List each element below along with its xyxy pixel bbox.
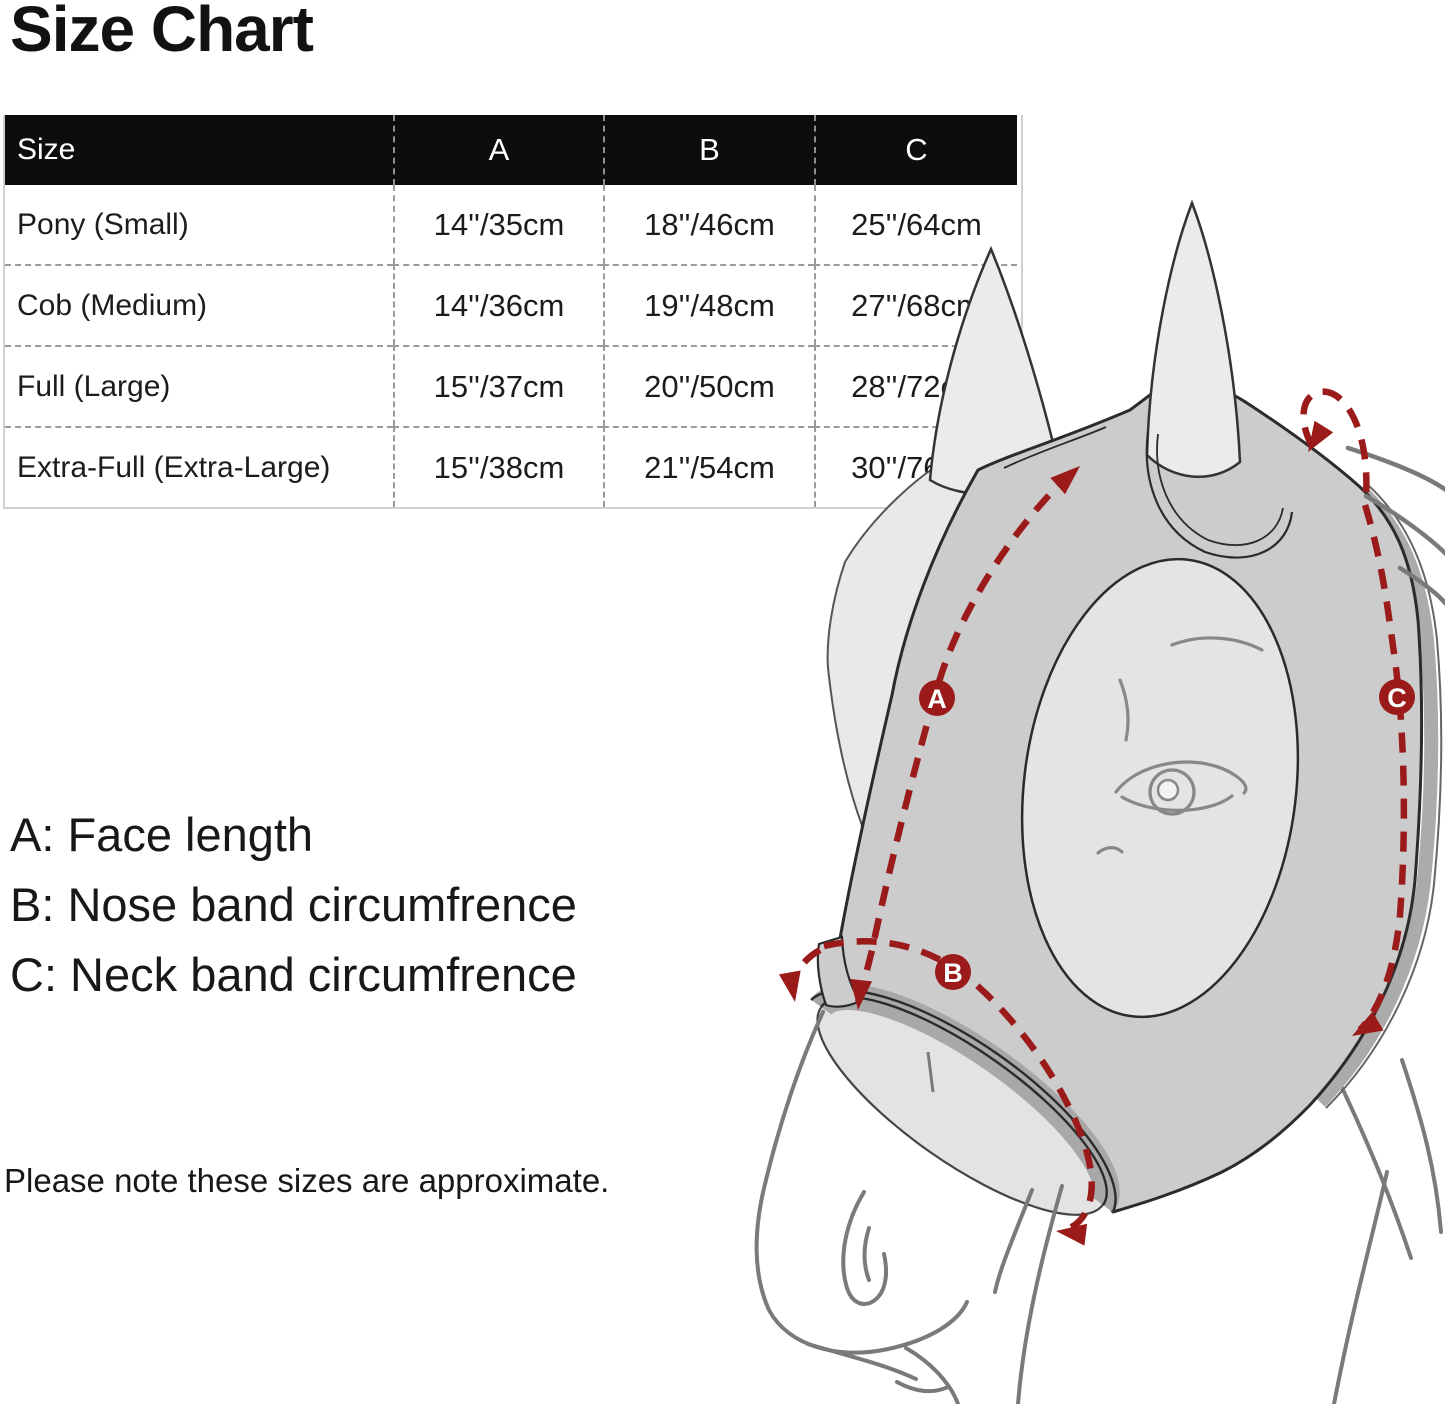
label-a: A <box>927 684 947 714</box>
table-row-size: Full (Large) <box>5 345 393 426</box>
label-c: C <box>1387 683 1407 713</box>
neck-band-trim <box>1314 486 1439 1107</box>
table-header-b: B <box>603 115 814 185</box>
fly-mask-diagram: A B C <box>740 180 1445 1404</box>
table-cell: 15''/38cm <box>393 426 603 507</box>
label-a-circle <box>919 680 955 716</box>
legend-face-length: A: Face length <box>10 808 314 861</box>
horse-eye-sketch <box>1096 636 1264 855</box>
muzzle-tick-line <box>926 1051 935 1093</box>
mask-strap-tab <box>816 935 862 1008</box>
table-cell: 20''/50cm <box>603 345 814 426</box>
measure-c-line <box>1300 388 1408 1033</box>
approximate-sizes-note: Please note these sizes are approximate. <box>4 1162 610 1199</box>
ear-hole-rim <box>1145 431 1294 559</box>
size-chart-table: Size A B C Pony (Small) 14''/35cm 18''/4… <box>3 115 1023 509</box>
table-row-size: Pony (Small) <box>5 185 393 264</box>
measurement-arrowheads <box>778 420 1384 1246</box>
table-cell: 14''/35cm <box>393 185 603 264</box>
horse-far-ear <box>1145 199 1242 479</box>
mask-piping <box>1003 426 1107 469</box>
table-header-size: Size <box>5 115 393 185</box>
measurement-legend: A: Face length B: Nose band circumfrence… <box>10 800 577 1010</box>
muzzle-sketch <box>754 1010 1064 1404</box>
measurement-labels: A B C <box>919 679 1415 990</box>
table-cell: 19''/48cm <box>603 264 814 345</box>
measure-a-line <box>854 469 1075 1003</box>
table-cell: 25''/64cm <box>814 185 1017 264</box>
table-cell: 14''/36cm <box>393 264 603 345</box>
page-title: Size Chart <box>10 0 314 65</box>
table-row-size: Extra-Full (Extra-Large) <box>5 426 393 507</box>
table-cell: 18''/46cm <box>603 185 814 264</box>
table-cell: 21''/54cm <box>603 426 814 507</box>
label-b-circle <box>935 954 971 990</box>
table-cell: 15''/37cm <box>393 345 603 426</box>
legend-nose-band: B: Nose band circumfrence <box>10 878 577 931</box>
label-c-circle <box>1379 679 1415 715</box>
table-header-a: A <box>393 115 603 185</box>
table-header-c: C <box>814 115 1017 185</box>
neck-band-trim-edge <box>1325 484 1443 1109</box>
table-row-size: Cob (Medium) <box>5 264 393 345</box>
label-b: B <box>943 958 963 988</box>
horse-head-illustration: A B C <box>754 199 1445 1404</box>
neck-outline-lines <box>1320 1046 1443 1404</box>
legend-neck-band: C: Neck band circumfrence <box>10 948 577 1001</box>
